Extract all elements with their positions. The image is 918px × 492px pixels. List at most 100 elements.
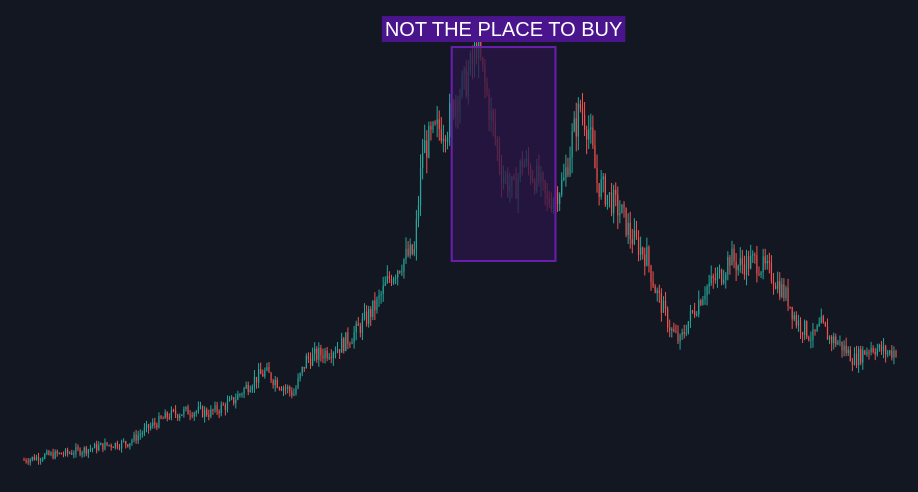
candle-body (307, 355, 310, 359)
candle-body (806, 320, 808, 338)
candle-body (338, 349, 341, 353)
candle-body (123, 441, 125, 443)
candle-body (349, 343, 351, 345)
candle-body (750, 255, 752, 269)
candle-body (85, 447, 87, 454)
candle-body (637, 237, 640, 255)
candle-body (635, 230, 638, 238)
candle-body (561, 179, 563, 195)
candle-body (166, 412, 168, 418)
candle-body (581, 108, 584, 115)
candle-body (604, 176, 606, 205)
candle-body (438, 119, 440, 130)
candle-body (143, 427, 146, 434)
candle-body (862, 350, 864, 363)
candle-body (91, 448, 94, 450)
candle-body (29, 459, 31, 463)
candle-body (54, 451, 56, 459)
candle-body (569, 157, 571, 176)
candle-body (689, 310, 692, 322)
candle-body (129, 443, 131, 447)
candle-body (395, 277, 397, 279)
candle-body (332, 353, 334, 358)
candle-body (150, 425, 152, 429)
candle-body (25, 459, 27, 462)
candle-body (673, 329, 675, 332)
candle-body (390, 278, 393, 284)
candle-body (295, 387, 297, 395)
candle-body (58, 452, 60, 454)
candle-body (785, 287, 787, 299)
candle-body (700, 300, 702, 305)
candle-body (147, 424, 150, 429)
candle-body (27, 461, 29, 463)
candle-body (260, 369, 262, 375)
candle-body (270, 372, 272, 381)
candle-body (282, 387, 285, 391)
candle-body (855, 353, 858, 366)
candle-body (73, 453, 75, 455)
candle-body (255, 376, 258, 383)
candle-body (814, 329, 816, 332)
candle-body (422, 153, 424, 168)
candle-body (415, 219, 418, 250)
candle-body (291, 391, 293, 396)
candle-body (374, 300, 376, 311)
annotation-label: NOT THE PLACE TO BUY (381, 16, 626, 43)
candle-body (702, 299, 704, 305)
candle-body (141, 433, 143, 435)
candle-body (579, 103, 582, 109)
candle-body (46, 451, 48, 455)
candle-body (137, 435, 139, 441)
candle-body (206, 409, 208, 416)
candle-body (108, 444, 110, 446)
candle-body (183, 409, 185, 415)
candle-body (868, 351, 870, 353)
candle-body (100, 443, 102, 446)
candle-body (656, 290, 658, 294)
candle-body (799, 320, 802, 333)
candle-body (224, 405, 227, 410)
candle-body (114, 442, 116, 448)
candle-body (357, 323, 359, 326)
candle-body (341, 338, 343, 353)
candle-body (706, 286, 708, 296)
candle-body (789, 306, 791, 308)
candle-body (752, 254, 754, 256)
candle-body (79, 448, 81, 455)
candle-body (768, 260, 770, 263)
candle-body (359, 325, 361, 333)
candle-body (35, 456, 38, 460)
candle-body (243, 388, 245, 395)
candle-body (87, 449, 89, 454)
candle-body (251, 386, 254, 390)
candle-body (268, 367, 270, 373)
candle-body (434, 122, 436, 124)
candle-body (698, 300, 700, 315)
candle-body (60, 452, 62, 455)
candle-body (781, 284, 783, 297)
annotation-label-background (381, 16, 626, 43)
candle-body (413, 249, 415, 254)
candle-body (633, 230, 636, 245)
candle-body (274, 379, 276, 385)
candle-body (417, 205, 420, 220)
candle-body (48, 451, 50, 455)
candle-body (156, 424, 158, 428)
candle-body (66, 449, 69, 454)
candle-body (725, 274, 727, 280)
candle-body (397, 271, 399, 278)
candle-body (625, 207, 627, 235)
candle-body (399, 271, 401, 273)
candle-body (314, 348, 316, 354)
candle-body (83, 447, 85, 453)
candle-body (380, 293, 382, 296)
candle-body (874, 351, 876, 355)
candle-body (679, 335, 681, 342)
candle-body (272, 380, 274, 385)
candle-body (693, 311, 696, 316)
candle-body (741, 258, 743, 265)
candle-body (193, 412, 195, 417)
candle-body (858, 349, 860, 366)
